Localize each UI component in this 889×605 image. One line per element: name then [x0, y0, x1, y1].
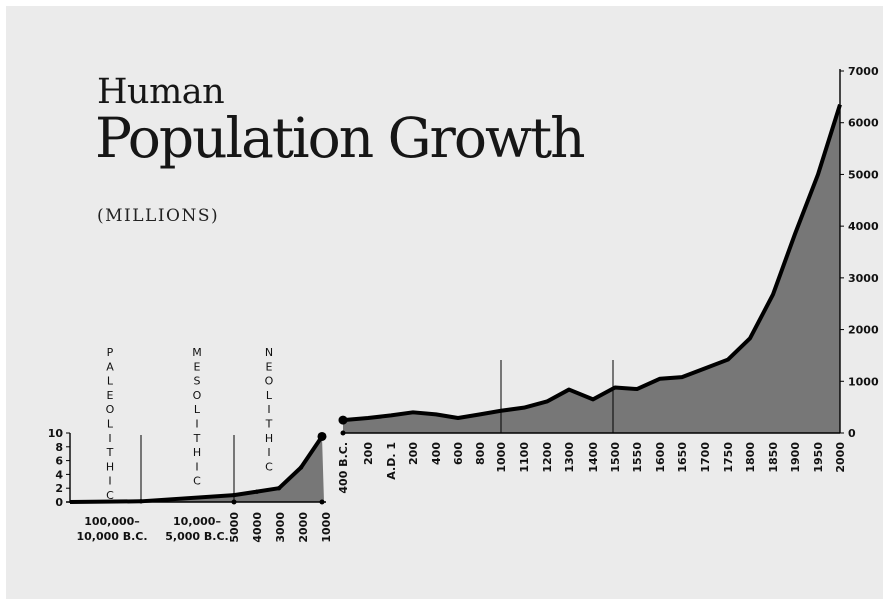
x-tick-label: 1750: [722, 442, 735, 473]
x-tick-label: 1850: [767, 442, 780, 473]
series-line-historic: [342, 104, 842, 423]
data-point: [276, 486, 282, 491]
y-tick-label: 3000: [848, 272, 879, 285]
x-tick-label: 1500: [609, 442, 622, 473]
y-tick-label: 5000: [848, 168, 879, 181]
data-point: [338, 415, 348, 425]
y-tick-label: 0: [848, 427, 856, 440]
x-tick-label: 1600: [654, 442, 667, 473]
area-prehistoric: [70, 436, 324, 502]
x-tick-label: 200: [407, 442, 420, 465]
x-tick-label: 3000: [274, 512, 287, 543]
x-tick-label: 2000: [834, 442, 847, 473]
x-tick-label: 1300: [563, 442, 576, 473]
x-tick-label: 1000: [495, 442, 508, 473]
axis-dot: [340, 430, 346, 436]
axis-dot: [319, 499, 325, 505]
y-tick-label: 0: [55, 496, 63, 509]
chart-title-line1: Human: [97, 72, 225, 112]
x-tick-label: 5000: [228, 512, 241, 543]
data-point: [254, 489, 260, 494]
y-tick-label: 10: [48, 427, 64, 440]
x-tick-label: 1900: [789, 442, 802, 473]
y-tick-label: 6: [55, 455, 63, 468]
x-tick-label: A.D. 1: [385, 442, 398, 480]
x-tick-label: 400: [430, 442, 443, 465]
x-tick-label: 1100: [518, 442, 531, 473]
x-tick-label: 1950: [812, 442, 825, 473]
data-point: [298, 465, 304, 470]
y-tick-label: 6000: [848, 117, 879, 130]
x-tick-label: 200: [362, 442, 375, 465]
x-tick-label: 1200: [541, 442, 554, 473]
data-point: [317, 431, 327, 441]
area-historic: [343, 104, 840, 433]
x-tick-label: 800: [474, 442, 487, 465]
y-tick-label: 4: [55, 468, 63, 481]
x-tick-label: 4000: [251, 512, 264, 543]
y-tick-label: 4000: [848, 220, 879, 233]
y-tick-label: 1000: [848, 375, 879, 388]
x-tick-label: 400 B.C.: [337, 442, 350, 494]
x-tick-label: 2000: [297, 512, 310, 543]
axis-dot: [231, 499, 237, 505]
y-tick-label: 2000: [848, 324, 879, 337]
x-tick-label: 600: [452, 442, 465, 465]
x-tick-label: 1550: [631, 442, 644, 473]
y-tick-label: 7000: [848, 65, 879, 78]
x-tick-label: 100,000– 10,000 B.C.: [76, 515, 147, 543]
x-tick-label: 1700: [699, 442, 712, 473]
chart-unit-label: (MILLIONS): [97, 206, 220, 226]
x-tick-label: 1000: [320, 512, 333, 543]
chart-title-line2: Population Growth: [95, 106, 586, 170]
y-tick-label: 2: [55, 482, 63, 495]
x-tick-label: 1400: [587, 442, 600, 473]
x-tick-label: 1800: [744, 442, 757, 473]
x-tick-label: 1650: [676, 442, 689, 473]
y-tick-label: 8: [55, 441, 63, 454]
x-tick-label: 10,000– 5,000 B.C.: [165, 515, 228, 543]
